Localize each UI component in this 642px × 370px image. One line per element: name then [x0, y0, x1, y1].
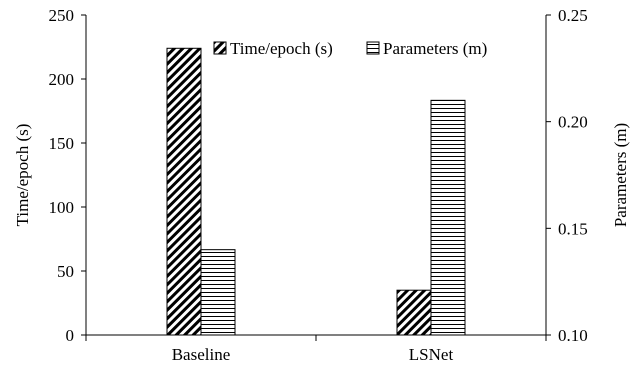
left-tick-label: 0 — [66, 326, 75, 345]
left-axis-title: Time/epoch (s) — [13, 124, 32, 227]
bar-parameters-lsnet — [430, 99, 466, 336]
right-tick-label: 0.20 — [558, 113, 588, 132]
legend-label-params: Parameters (m) — [383, 39, 487, 58]
x-ticks — [85, 335, 547, 341]
legend-label-time: Time/epoch (s) — [230, 39, 333, 58]
left-tick-label: 100 — [49, 198, 75, 217]
legend-swatch-time — [213, 41, 227, 55]
left-tick-label: 200 — [49, 70, 75, 89]
bars — [166, 47, 466, 336]
right-tick-label: 0.10 — [558, 326, 588, 345]
category-labels: Baseline LSNet — [172, 345, 454, 364]
right-tick-label: 0.25 — [558, 6, 588, 25]
legend: Time/epoch (s) Parameters (m) — [213, 39, 487, 58]
bar-time-epoch-lsnet — [396, 289, 432, 336]
bar-time-epoch-baseline — [166, 47, 202, 336]
left-tick-label: 50 — [57, 262, 74, 281]
left-tick-label: 150 — [49, 134, 75, 153]
right-y-ticks: 0.10 0.15 0.20 0.25 — [546, 6, 588, 345]
right-axis-title: Parameters (m) — [611, 123, 630, 227]
bar-parameters-baseline — [200, 249, 236, 336]
legend-swatch-params — [366, 41, 380, 55]
left-y-ticks: 0 50 100 150 200 250 — [49, 6, 86, 345]
category-label: Baseline — [172, 345, 231, 364]
category-label: LSNet — [409, 345, 454, 364]
right-tick-label: 0.15 — [558, 219, 588, 238]
left-tick-label: 250 — [49, 6, 75, 25]
